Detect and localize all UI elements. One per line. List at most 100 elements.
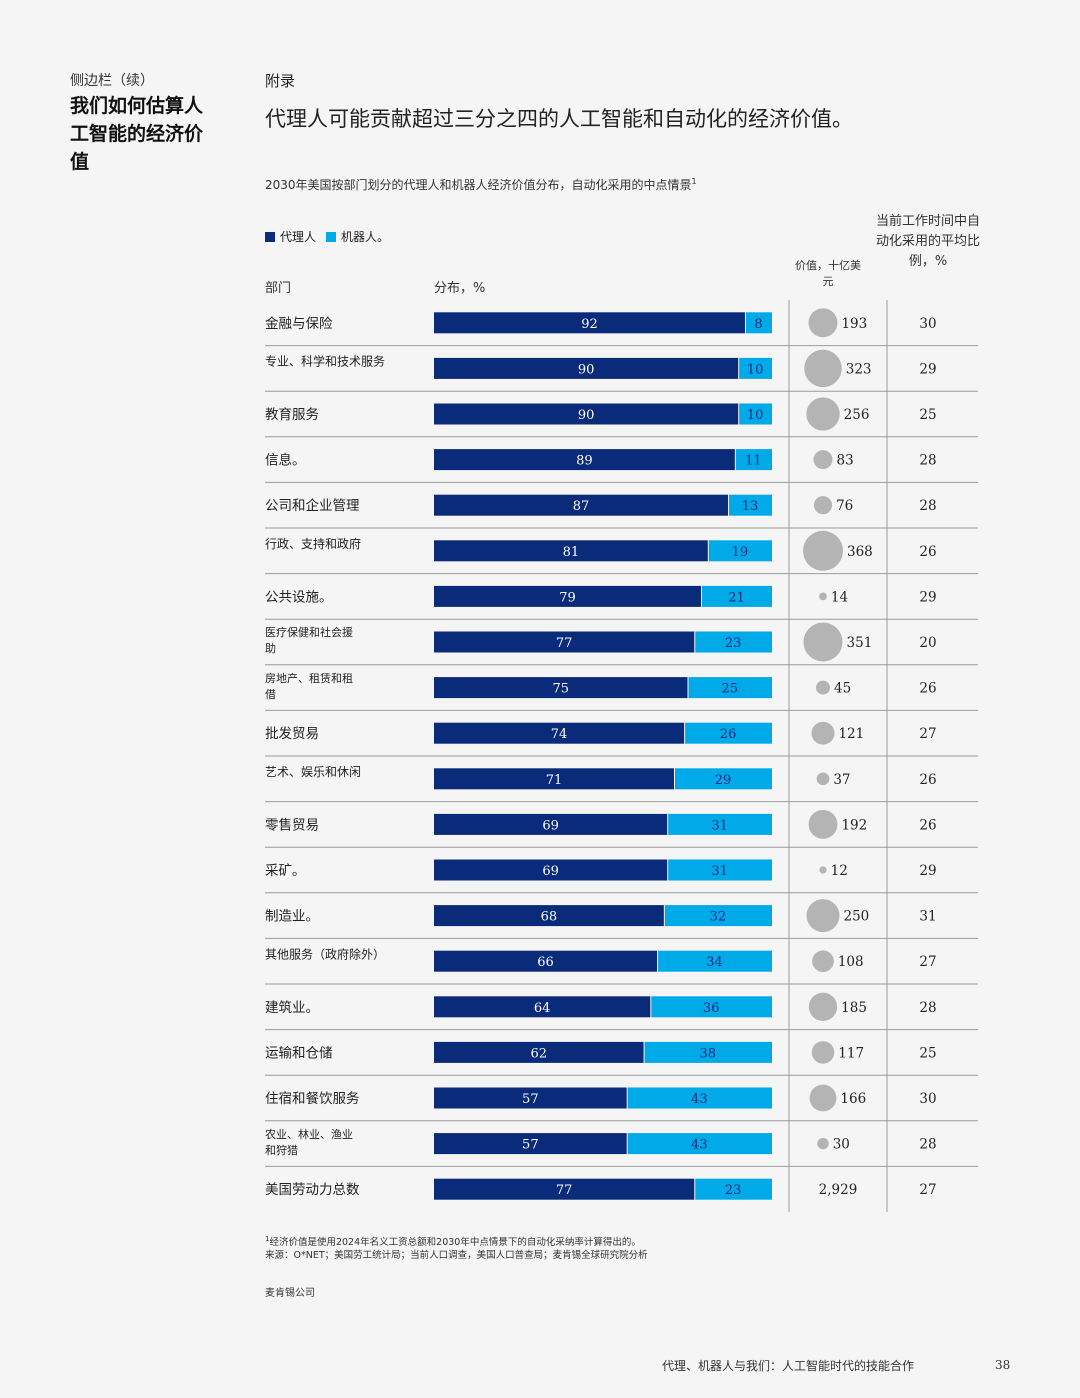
- share-label: 28: [919, 498, 936, 514]
- bar-agent-label: 90: [578, 408, 595, 423]
- sector-label: 教育服务: [265, 407, 319, 423]
- bar-robot-label: 34: [706, 955, 723, 970]
- footer-title: 代理、机器人与我们：人工智能时代的技能合作: [662, 1359, 915, 1373]
- sector-label: 房地产、租赁和租借: [265, 671, 353, 701]
- share-label: 28: [919, 1137, 936, 1153]
- share-label: 28: [919, 453, 936, 469]
- share-label: 25: [919, 1045, 936, 1061]
- value-label: 76: [836, 498, 853, 514]
- bar-robot-label: 19: [732, 545, 749, 560]
- bar-robot: [668, 813, 772, 835]
- value-label: 37: [833, 772, 850, 788]
- value-label: 166: [840, 1091, 866, 1107]
- sector-label: 运输和仓储: [265, 1045, 333, 1061]
- footnote: 1经济价值是使用2024年名义工资总额和2030年中点情景下的自动化采纳率计算得…: [265, 1233, 648, 1262]
- share-label: 29: [919, 361, 936, 377]
- value-label: 250: [843, 909, 869, 925]
- value-bubble: [806, 397, 840, 431]
- sector-label: 艺术、娱乐和休闲: [265, 765, 361, 779]
- share-label: 27: [919, 1182, 936, 1198]
- bar-agent: [434, 494, 729, 516]
- bar-agent: [434, 1133, 627, 1155]
- value-label: 193: [841, 316, 867, 332]
- share-label: 26: [919, 817, 936, 833]
- share-label: 29: [919, 589, 936, 605]
- legend-label-robot: 机器人。: [341, 230, 390, 244]
- bar-robot: [729, 494, 772, 516]
- value-bubble: [803, 622, 843, 662]
- share-label: 26: [919, 544, 936, 560]
- bar-robot-label: 25: [721, 682, 738, 697]
- column-header-sector: 部门: [265, 281, 292, 296]
- value-bubble: [816, 680, 830, 695]
- bar-agent-label: 90: [578, 362, 595, 377]
- value-bubble: [806, 899, 840, 933]
- bar-robot-label: 10: [747, 408, 764, 423]
- bar-agent-label: 69: [542, 818, 559, 833]
- bar-agent: [434, 403, 739, 425]
- sector-label: 信息。: [265, 452, 306, 469]
- footnote-text: 经济价值是使用2024年名义工资总额和2030年中点情景下的自动化采纳率计算得出…: [269, 1237, 641, 1249]
- bar-agent: [434, 449, 735, 471]
- sector-label: 公司和企业管理: [265, 497, 360, 514]
- bar-robot: [708, 540, 772, 562]
- page-headline: 代理人可能贡献超过三分之四的人工智能和自动化的经济价值。: [265, 107, 853, 131]
- value-label: 185: [841, 1000, 867, 1016]
- legend-label-agent: 代理人: [280, 230, 317, 244]
- value-label: 45: [834, 681, 851, 697]
- bar-robot: [688, 677, 772, 699]
- sector-label: 采矿。: [265, 863, 306, 879]
- bar-robot: [685, 722, 772, 744]
- bar-agent: [434, 768, 674, 790]
- sector-label: 批发贸易: [265, 726, 319, 742]
- sector-label: 专业、科学和技术服务: [265, 354, 385, 369]
- bar-agent-label: 62: [531, 1046, 548, 1061]
- sector-label: 建筑业。: [265, 1000, 319, 1016]
- bar-robot-label: 21: [728, 590, 745, 605]
- share-label: 30: [919, 1091, 936, 1107]
- bar-robot: [745, 312, 772, 334]
- sector-label: 美国劳动力总数: [265, 1182, 360, 1198]
- sector-label: 其他服务（政府除外）: [265, 946, 385, 961]
- bar-robot-label: 13: [742, 499, 759, 514]
- bar-robot: [695, 1178, 772, 1200]
- sector-label: 住宿和餐饮服务: [265, 1090, 360, 1107]
- bar-robot-label: 38: [700, 1046, 717, 1061]
- bar-agent-label: 75: [552, 682, 569, 697]
- value-bubble: [817, 1137, 829, 1150]
- value-bubble: [808, 992, 838, 1021]
- bar-robot-label: 11: [745, 454, 762, 469]
- value-label: 2,929: [819, 1182, 858, 1198]
- value-label: 108: [838, 954, 864, 970]
- value-label: 351: [847, 635, 873, 651]
- company-name: 麦肯锡公司: [265, 1288, 315, 1299]
- bar-robot: [627, 1087, 772, 1109]
- bar-robot-label: 23: [725, 1183, 742, 1198]
- bar-agent-label: 77: [556, 636, 573, 651]
- chart-subtitle: 2030年美国按部门划分的代理人和机器人经济价值分布，自动化采用的中点情景1: [265, 176, 697, 193]
- bar-agent-label: 81: [563, 545, 580, 560]
- bar-robot-label: 43: [691, 1092, 708, 1107]
- value-label: 14: [831, 589, 848, 605]
- bar-agent: [434, 677, 688, 699]
- bar-agent-label: 57: [522, 1138, 539, 1153]
- bar-agent: [434, 905, 664, 927]
- bar-robot: [627, 1133, 772, 1155]
- sector-label: 农业、林业、渔业和狩猎: [265, 1127, 353, 1157]
- bar-robot: [651, 996, 772, 1018]
- chart-legend: 代理人 机器人。: [265, 228, 399, 245]
- sector-label: 零售贸易: [265, 817, 319, 833]
- bar-agent-label: 68: [541, 910, 558, 925]
- chart-subtitle-footnote-mark: 1: [691, 177, 697, 186]
- share-label: 25: [919, 407, 936, 423]
- legend-swatch-robot: [326, 231, 337, 242]
- bar-robot-label: 26: [720, 727, 737, 742]
- bar-robot-label: 8: [754, 317, 762, 332]
- bar-robot: [702, 585, 772, 607]
- bar-agent: [434, 813, 668, 835]
- share-label: 27: [919, 726, 936, 742]
- bar-agent-label: 64: [534, 1001, 551, 1016]
- bar-robot: [739, 403, 772, 425]
- value-label: 368: [847, 544, 873, 560]
